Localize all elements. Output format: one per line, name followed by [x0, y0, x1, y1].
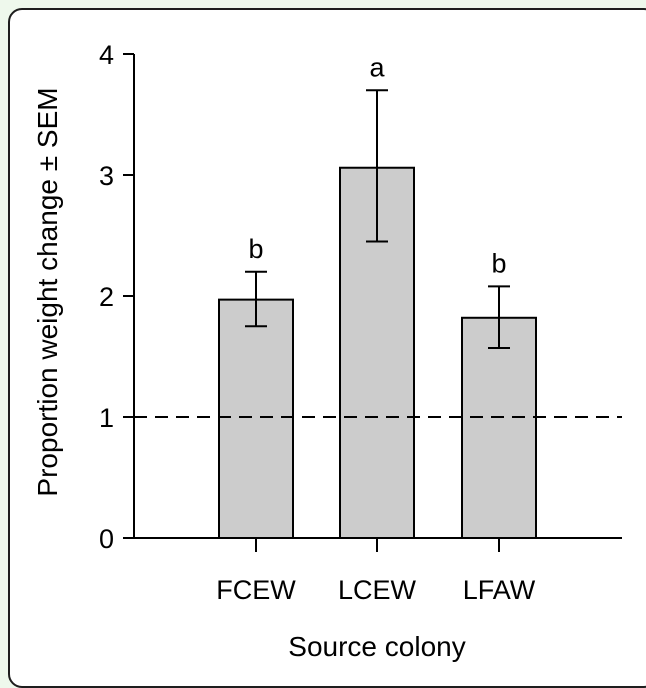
x-axis: FCEW LCEW LFAW: [134, 537, 622, 605]
significance-letter: b: [248, 234, 263, 264]
y-axis-title: Proportion weight change ± SEM: [32, 87, 63, 496]
y-tick-label: 4: [99, 40, 114, 70]
y-tick-label: 2: [99, 282, 114, 312]
y-axis: 0 1 2 3 4: [99, 40, 135, 554]
x-tick-label: FCEW: [216, 575, 296, 605]
y-tick-label: 1: [99, 403, 114, 433]
figure-frame: [8, 8, 646, 688]
y-tick-label: 3: [99, 161, 114, 191]
significance-letter: b: [491, 248, 506, 278]
bar-chart: 0 1 2 3 4 FCEW LCEW LFAW b a b Proportion weight…: [32, 40, 622, 662]
y-tick-label: 0: [99, 524, 114, 554]
bar: [461, 316, 537, 539]
x-tick-label: LFAW: [463, 575, 536, 605]
bars: b a b: [218, 52, 537, 540]
x-tick-label: LCEW: [338, 575, 417, 605]
x-axis-title: Source colony: [288, 631, 465, 662]
significance-letter: a: [369, 52, 385, 82]
bar: [218, 298, 294, 539]
